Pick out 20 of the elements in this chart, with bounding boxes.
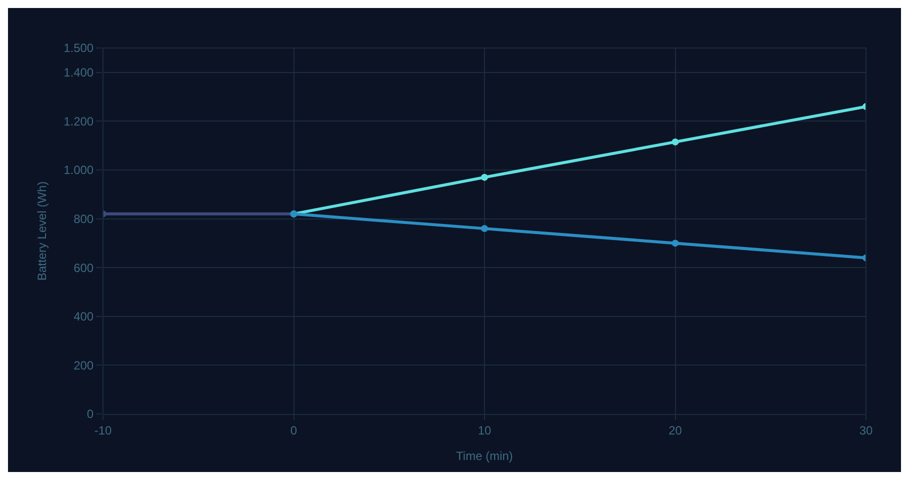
y-tick-label: 1.000: [64, 163, 94, 178]
y-tick-label: 600: [74, 260, 94, 275]
point: [481, 174, 488, 181]
x-tick-label: 20: [668, 423, 682, 438]
x-axis-title: Time (min): [456, 449, 513, 463]
y-tick-label: 400: [74, 310, 94, 324]
y-tick-label: 200: [74, 358, 94, 372]
x-tick-label: 30: [859, 423, 873, 438]
x-tick-label: 0: [290, 423, 298, 438]
y-tick-label: 1.400: [64, 66, 94, 80]
y-tick-label: 800: [74, 212, 94, 226]
y-tick-label: 1.500: [64, 41, 94, 56]
y-axis-title: Battery Level (Wh): [34, 181, 49, 281]
x-tick-label: -10: [94, 423, 112, 438]
point: [481, 225, 488, 232]
point: [672, 240, 679, 247]
y-tick-label: 1.200: [64, 114, 94, 128]
x-tick-label: 10: [478, 423, 492, 438]
y-tick-label: 0: [86, 407, 94, 422]
point: [672, 138, 679, 146]
